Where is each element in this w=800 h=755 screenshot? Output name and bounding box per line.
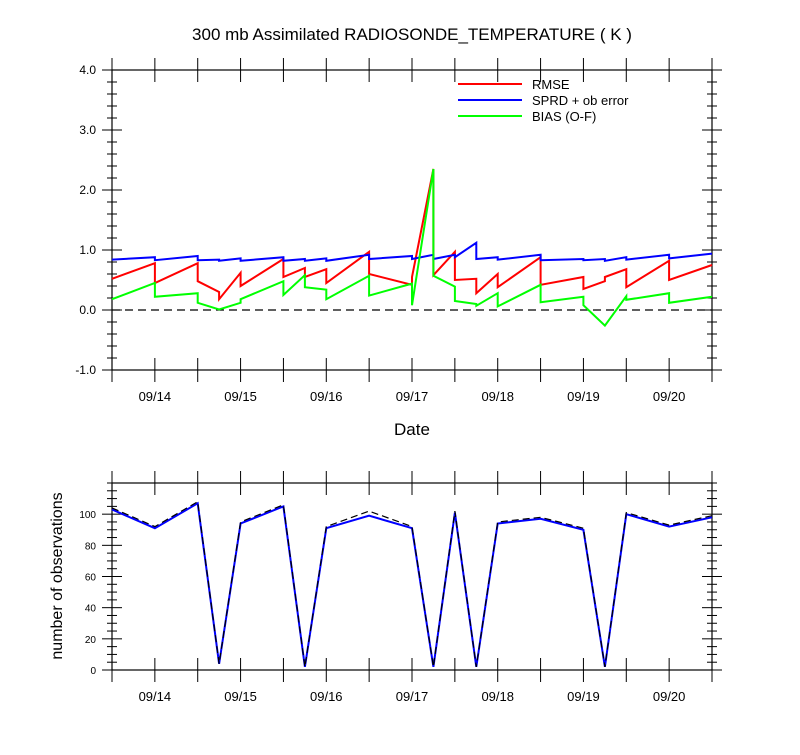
top-chart-legend-label: BIAS (O-F) bbox=[532, 109, 596, 124]
bottom-chart-x-tick-label: 09/18 bbox=[481, 689, 514, 704]
top-chart-title: 300 mb Assimilated RADIOSONDE_TEMPERATUR… bbox=[192, 25, 632, 44]
top-chart-x-tick-label: 09/20 bbox=[653, 389, 686, 404]
top-chart-series-line-2 bbox=[111, 240, 713, 262]
top-chart-x-tick-label: 09/15 bbox=[224, 389, 257, 404]
bottom-chart-x-tick-label: 09/17 bbox=[396, 689, 429, 704]
bottom-chart-x-tick-label: 09/14 bbox=[139, 689, 172, 704]
top-chart-x-tick-label: 09/17 bbox=[396, 389, 429, 404]
top-chart-y-tick-label: 0.0 bbox=[79, 303, 96, 317]
bottom-chart-y-axis-label: number of observations bbox=[49, 492, 66, 659]
bottom-chart-series-line-2 bbox=[111, 500, 713, 667]
top-chart-x-tick-label: 09/18 bbox=[481, 389, 514, 404]
bottom-chart-x-tick-label: 09/20 bbox=[653, 689, 686, 704]
top-chart-legend-label: RMSE bbox=[532, 77, 570, 92]
top-chart-y-tick-label: -1.0 bbox=[75, 363, 96, 377]
bottom-chart-x-tick-label: 09/19 bbox=[567, 689, 600, 704]
top-chart-series-line-3 bbox=[111, 168, 713, 328]
top-chart-y-tick-label: 2.0 bbox=[79, 183, 96, 197]
bottom-chart-x-tick-label: 09/16 bbox=[310, 689, 343, 704]
bottom-chart-y-tick-label: 100 bbox=[79, 510, 96, 521]
bottom-chart-y-tick-label: 80 bbox=[85, 541, 97, 552]
bottom-chart-y-tick-label: 60 bbox=[85, 573, 97, 584]
top-chart-y-tick-label: 1.0 bbox=[79, 243, 96, 257]
bottom-chart-x-tick-label: 09/15 bbox=[224, 689, 257, 704]
top-chart-x-axis-label: Date bbox=[394, 420, 430, 439]
top-chart-legend-label: SPRD + ob error bbox=[532, 93, 629, 108]
top-chart-series-line-1 bbox=[111, 168, 713, 303]
bottom-chart-y-tick-label: 40 bbox=[85, 604, 97, 615]
bottom-chart-plot-area: 0 20 40 60 80 100 09/14 09/15 09/16 09/17 09/18 09/… bbox=[79, 471, 722, 704]
top-chart-x-tick-label: 09/14 bbox=[139, 389, 172, 404]
bottom-chart-y-tick-label: 20 bbox=[85, 635, 97, 646]
top-chart-x-tick-label: 09/19 bbox=[567, 389, 600, 404]
top-chart-y-tick-label: 4.0 bbox=[79, 63, 96, 77]
top-chart-x-tick-label: 09/16 bbox=[310, 389, 343, 404]
top-chart-plot-area: -1.0 0.0 1.0 2.0 3.0 4.0 09/14 09/15 09/16 09/17 0… bbox=[75, 58, 722, 404]
top-chart-y-tick-label: 3.0 bbox=[79, 123, 96, 137]
bottom-chart-y-tick-label: 0 bbox=[90, 666, 96, 677]
